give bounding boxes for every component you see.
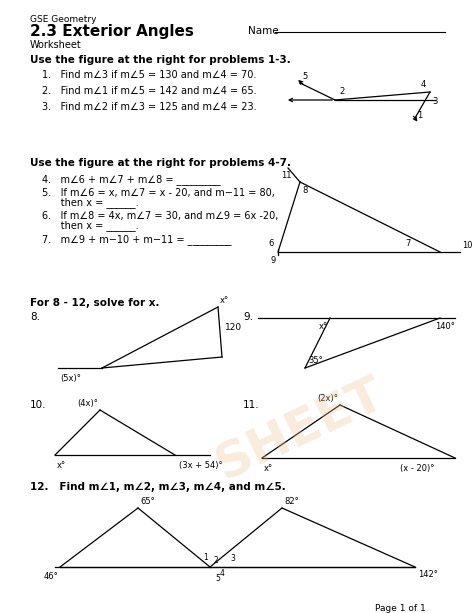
Text: 1: 1 — [203, 553, 208, 562]
Text: GSE Geometry: GSE Geometry — [30, 15, 97, 24]
Text: 2: 2 — [214, 556, 219, 565]
Text: 2: 2 — [339, 87, 344, 96]
Text: 8: 8 — [302, 186, 307, 195]
Text: 1.   Find m∠3 if m∠5 = 130 and m∠4 = 70.: 1. Find m∠3 if m∠5 = 130 and m∠4 = 70. — [42, 70, 256, 80]
Text: 2.3 Exterior Angles: 2.3 Exterior Angles — [30, 24, 194, 39]
Text: x°: x° — [319, 322, 328, 331]
Text: Worksheet: Worksheet — [30, 40, 82, 50]
Text: 82°: 82° — [284, 497, 299, 506]
Text: 10: 10 — [462, 241, 473, 250]
Text: Name: Name — [248, 26, 279, 36]
Text: then x = ______.: then x = ______. — [42, 220, 138, 231]
Text: 4: 4 — [421, 80, 426, 89]
Text: 5: 5 — [215, 574, 220, 583]
Text: 140°: 140° — [435, 322, 455, 331]
Text: Use the figure at the right for problems 1-3.: Use the figure at the right for problems… — [30, 55, 291, 65]
Text: 65°: 65° — [140, 497, 155, 506]
Text: 46°: 46° — [43, 572, 58, 581]
Text: x°: x° — [220, 296, 229, 305]
Text: 3: 3 — [432, 97, 438, 106]
Text: then x = ______.: then x = ______. — [42, 197, 138, 208]
Text: x°: x° — [57, 461, 66, 470]
Text: (3x + 54)°: (3x + 54)° — [179, 461, 223, 470]
Text: Use the figure at the right for problems 4-7.: Use the figure at the right for problems… — [30, 158, 291, 168]
Text: 11.: 11. — [243, 400, 260, 410]
Text: SHEET: SHEET — [208, 370, 392, 490]
Text: 6.   If m∠8 = 4x, m∠7 = 30, and m∠9 = 6x -20,: 6. If m∠8 = 4x, m∠7 = 30, and m∠9 = 6x -… — [42, 211, 278, 221]
Text: 4: 4 — [220, 569, 225, 578]
Text: Page 1 of 1: Page 1 of 1 — [374, 604, 425, 613]
Text: 10.: 10. — [30, 400, 46, 410]
Text: 5.   If m∠6 = x, m∠7 = x - 20, and m−11 = 80,: 5. If m∠6 = x, m∠7 = x - 20, and m−11 = … — [42, 188, 275, 198]
Text: 4.   m∠6 + m∠7 + m∠8 = _________: 4. m∠6 + m∠7 + m∠8 = _________ — [42, 174, 220, 185]
Text: 9: 9 — [271, 256, 276, 265]
Text: 12.   Find m∠1, m∠2, m∠3, m∠4, and m∠5.: 12. Find m∠1, m∠2, m∠3, m∠4, and m∠5. — [30, 482, 286, 492]
Text: x°: x° — [264, 464, 273, 473]
Text: 142°: 142° — [418, 570, 438, 579]
Text: 3: 3 — [230, 554, 235, 563]
Text: 11: 11 — [282, 171, 292, 180]
Text: (5x)°: (5x)° — [60, 374, 81, 383]
Text: (2x)°: (2x)° — [317, 394, 338, 403]
Text: 3.   Find m∠2 if m∠3 = 125 and m∠4 = 23.: 3. Find m∠2 if m∠3 = 125 and m∠4 = 23. — [42, 102, 256, 112]
Text: 8.: 8. — [30, 312, 40, 322]
Text: 9.: 9. — [243, 312, 253, 322]
Text: 2.   Find m∠1 if m∠5 = 142 and m∠4 = 65.: 2. Find m∠1 if m∠5 = 142 and m∠4 = 65. — [42, 86, 256, 96]
Text: (4x)°: (4x)° — [77, 399, 98, 408]
Text: 1: 1 — [417, 112, 422, 121]
Text: 5: 5 — [302, 72, 307, 81]
Text: 7.   m∠9 + m−10 + m−11 = _________: 7. m∠9 + m−10 + m−11 = _________ — [42, 234, 231, 245]
Text: For 8 - 12, solve for x.: For 8 - 12, solve for x. — [30, 298, 159, 308]
Text: 6: 6 — [269, 239, 274, 248]
Text: 7: 7 — [405, 239, 410, 248]
Text: 120: 120 — [225, 322, 242, 332]
Text: 35°: 35° — [308, 356, 323, 365]
Text: (x - 20)°: (x - 20)° — [400, 464, 434, 473]
